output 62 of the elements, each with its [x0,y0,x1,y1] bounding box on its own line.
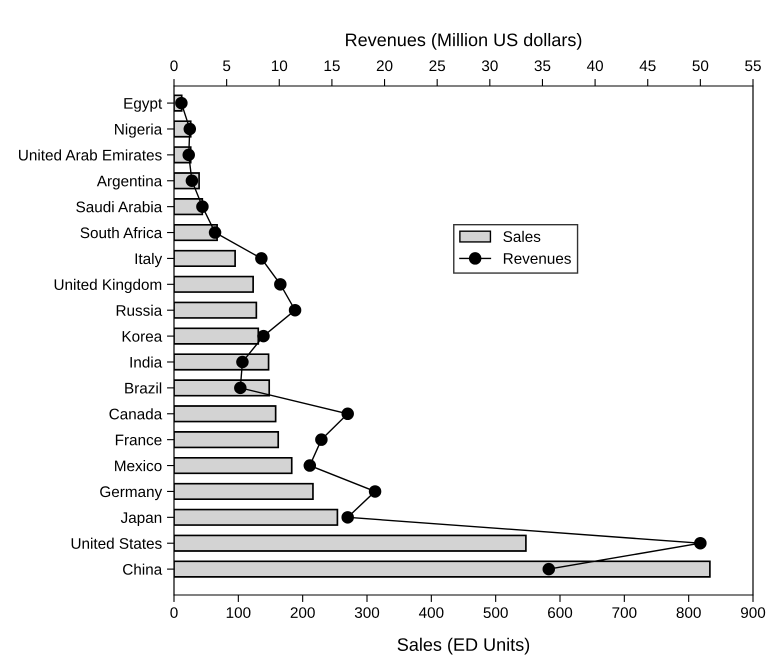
y-tick-label: Italy [136,252,162,268]
x-tick-label: 0 [170,607,178,618]
point [288,304,302,316]
point [542,562,556,576]
x2-tick-label: 30 [482,60,498,72]
x-tick-label: 900 [740,607,766,618]
x2-tick-label: 55 [745,60,761,72]
y-tick-label: South Africa [80,227,162,238]
point [304,459,316,472]
y-tick-label: China [123,564,162,575]
point [184,122,196,136]
point [255,252,268,265]
point [274,278,287,291]
y-tick-label: India [130,356,162,368]
x2-tick-label: 10 [272,60,288,72]
y-tick-label: Egypt [124,98,162,112]
point [196,200,209,213]
point [341,408,354,420]
point [236,356,249,368]
x2-tick-label: 35 [534,60,550,72]
x-tick-label: 300 [354,607,380,618]
point [368,485,382,498]
x-tick-label: 600 [548,607,572,618]
x-tick-label: 500 [484,607,508,618]
point [341,511,354,524]
point [234,382,247,394]
point [257,330,270,342]
y-tick-label: United Kingdom [54,278,162,294]
x2-tick-label: 40 [586,60,603,72]
x2-tick-label: 50 [692,60,708,72]
x-tick-label: 100 [226,607,250,618]
x2-tick-label: 45 [640,60,656,72]
y-tick-label: United States [72,538,162,549]
x2-tick-label: 0 [170,60,178,72]
x-tick-label: 400 [418,607,444,618]
x2-tick-label: 20 [376,60,392,72]
x2-tick-label: 5 [223,60,230,72]
x2-tick-label: 25 [429,60,446,72]
y-tick-label: Argentina [96,175,162,190]
legend-label: Sales [503,230,540,242]
x2-axis-title: Revenues (Million US dollars) [346,32,582,50]
y-tick-label: Germany [100,486,162,500]
point [208,226,222,239]
y-tick-label: United Arab Emirates [19,149,162,161]
x-tick-label: 800 [676,607,701,618]
legend-label: Revenues [504,253,571,264]
point [315,433,328,446]
x-axis-title: Sales (ED Units) [398,638,530,655]
y-tick-label: Mexico [115,460,162,472]
y-tick-label: Canada [109,408,162,420]
x-tick-label: 200 [290,607,315,618]
y-tick-label: Japan [120,512,162,526]
x2-tick-label: 15 [324,60,340,72]
y-tick-label: Saudi Arabia [76,201,162,212]
y-tick-label: Nigeria [115,123,162,138]
y-tick-label: Korea [122,331,162,342]
point [694,536,707,550]
y-tick-label: France [116,434,162,446]
x-tick-label: 700 [612,607,636,618]
y-tick-label: Brazil [125,382,162,394]
y-tick-label: Russia [116,304,162,316]
point [175,96,188,110]
